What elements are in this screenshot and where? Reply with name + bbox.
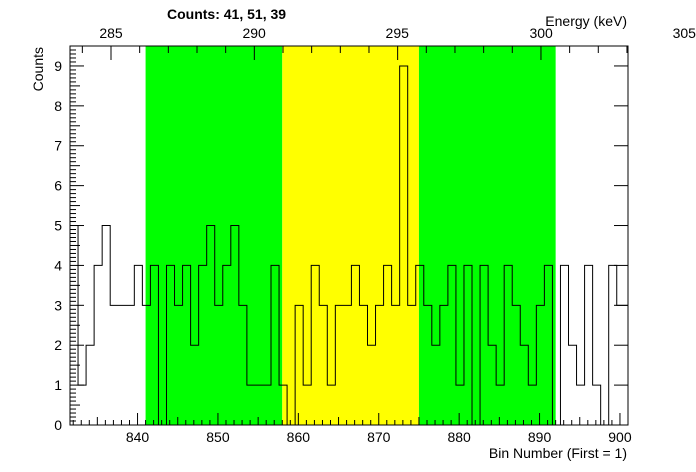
region-1 (145, 46, 283, 425)
region-2 (282, 46, 419, 425)
chart-title: Counts: 41, 51, 39 (167, 6, 286, 22)
y-axis-label: Counts (30, 47, 46, 91)
x-axis-label: Bin Number (First = 1) (489, 445, 627, 461)
histogram-line (70, 65, 628, 426)
energy-tick-label: 305 (673, 25, 696, 41)
x-tick-label: 890 (528, 429, 552, 445)
y-tick-label: 2 (54, 337, 62, 353)
region-3 (418, 46, 556, 425)
y-tick-label: 6 (54, 178, 62, 194)
y-tick-label: 7 (54, 138, 62, 154)
energy-tick-label: 295 (386, 25, 410, 41)
x-tick-label: 880 (447, 429, 471, 445)
tick-labels: 840 850 860 870 880 890 900 0 1 2 3 4 5 6 7 8 9 285 290 295… (54, 25, 696, 445)
x-tick-label: 860 (287, 429, 311, 445)
x-tick-label: 840 (126, 429, 150, 445)
x-tick-label: 870 (367, 429, 391, 445)
energy-tick-label: 290 (242, 25, 266, 41)
x-tick-label: 850 (206, 429, 230, 445)
y-tick-label: 5 (54, 218, 62, 234)
y-tick-label: 0 (54, 417, 62, 433)
y-tick-label: 9 (54, 58, 62, 74)
y-tick-label: 3 (54, 297, 62, 313)
energy-axis-label: Energy (keV) (545, 13, 627, 29)
highlight-regions (145, 46, 556, 425)
axis-ticks (70, 45, 629, 426)
energy-tick-label: 300 (529, 25, 553, 41)
y-tick-label: 1 (54, 377, 62, 393)
y-tick-label: 8 (54, 98, 62, 114)
y-tick-label: 4 (54, 257, 62, 273)
energy-tick-label: 285 (99, 25, 123, 41)
plot-frame (69, 45, 629, 426)
x-tick-label: 900 (608, 429, 632, 445)
